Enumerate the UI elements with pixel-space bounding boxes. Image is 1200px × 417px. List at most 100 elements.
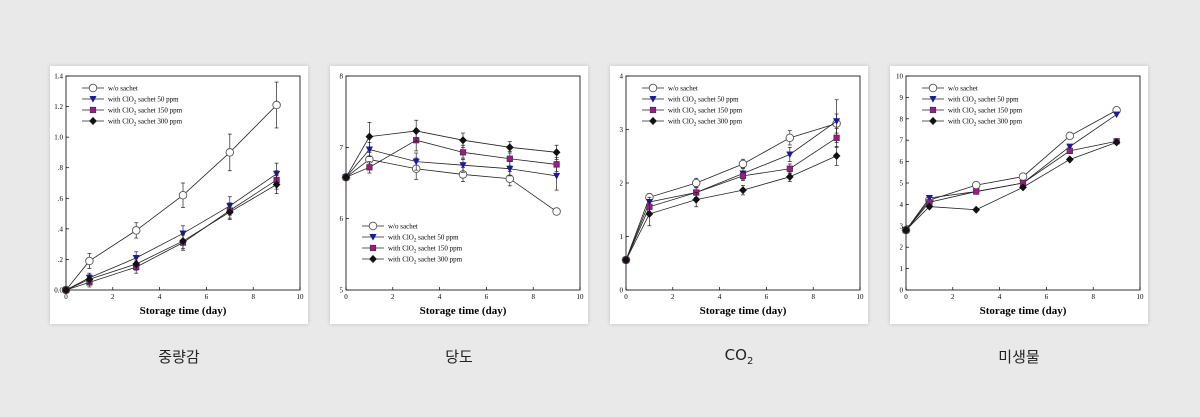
data-point [1018,172,1028,181]
x-tick-label: 6 [1045,293,1049,301]
data-point [738,159,748,169]
x-tick-label: 0 [904,293,908,301]
data-point [1112,138,1121,147]
x-tick-label: 0 [64,293,68,301]
series-line [905,140,1117,231]
legend-marker [369,254,377,264]
chart-card-weight-loss: 0 2 4 6 8 10 0.0 .2 .4 .6 .8 1.0 1.2 1.4 Storage time … [50,66,308,324]
x-tick-label: 4 [158,293,162,301]
y-tick-label: 0 [900,287,904,295]
legend-marker [649,96,657,103]
data-point [739,185,747,195]
legend-marker [929,96,937,103]
y-tick-label: 3 [620,126,624,134]
y-tick-label: 6 [900,158,904,166]
legend-marker [649,106,657,114]
legend-label: w/o sachet [388,223,418,231]
series-line [905,114,1117,231]
data-point [832,151,841,161]
legend-label: w/o sachet [668,85,698,93]
data-point [179,236,187,246]
data-point [225,148,235,157]
data-point [459,149,467,156]
data-point [552,148,561,157]
legend-marker [929,106,937,114]
series-line [905,141,1117,231]
legend-marker [369,234,377,241]
legend-label: with ClO2 sachet 300 ppm [668,118,743,128]
x-tick-label: 8 [1091,293,1095,301]
data-point [691,178,701,188]
chart-card-microbe: 0 2 4 6 8 10 0 1 2 3 4 5 6 7 8 9 10 Storage time (day) w/o… [890,66,1148,324]
data-point [506,155,513,162]
series-line [345,139,557,178]
x-axis-label: Storage time (day) [420,305,507,317]
data-point [786,151,794,159]
data-point [973,188,980,195]
data-point [645,209,654,219]
data-point [925,195,934,202]
data-point [412,158,420,166]
y-tick-label: 5 [340,287,344,295]
y-tick-label: 1.2 [54,103,63,111]
series-line [65,179,277,291]
chart-co2: 0 2 4 6 8 10 0 1 2 3 4 Storage time (day) w/o sachet… [620,73,865,318]
x-tick-label: 2 [111,293,115,301]
x-tick-label: 10 [297,293,305,301]
caption-text: 미생물 [998,348,1040,366]
y-tick-label: 5 [900,180,904,188]
legend-marker [368,221,378,231]
y-tick-label: 2 [900,244,904,252]
x-tick-label: 4 [718,293,722,301]
x-axis-label: Storage time (day) [980,305,1067,317]
x-tick-label: 4 [998,293,1002,301]
caption-weight-loss: 중량감 [50,346,308,369]
x-tick-label: 0 [344,293,348,301]
caption-text: 당도 [445,348,473,366]
series-line [625,120,837,261]
x-axis-label: Storage time (day) [700,305,787,317]
x-tick-label: 2 [391,293,395,301]
plot-frame [625,75,861,291]
legend-marker [89,96,97,103]
y-tick-label: 6 [340,215,344,223]
x-tick-label: 8 [811,293,815,301]
caption-subscript: 2 [746,356,754,367]
legend-marker [369,244,377,252]
caption-co2: CO2 [610,346,868,367]
x-tick-label: 0 [624,293,628,301]
x-tick-label: 6 [765,293,769,301]
data-point [342,173,350,182]
y-tick-label: .8 [58,164,64,172]
data-point [225,207,234,217]
x-tick-label: 4 [438,293,442,301]
y-tick-label: 1.4 [54,73,63,81]
x-tick-label: 2 [951,293,955,301]
x-tick-label: 10 [577,293,585,301]
legend-marker [928,83,938,93]
data-point [552,172,561,180]
chart-card-sugar: 0 2 4 6 8 10 5 6 7 8 Storage time (day) w/o sachet w… [330,66,588,324]
caption-text: CO [724,346,747,364]
data-point [505,143,514,152]
y-tick-label: 8 [900,115,904,123]
data-point [692,195,701,204]
chart-weight-loss: 0 2 4 6 8 10 0.0 .2 .4 .6 .8 1.0 1.2 1.4 Storage time … [54,73,305,318]
data-point [971,180,981,190]
caption-text: 중량감 [158,348,200,366]
x-tick-label: 8 [531,293,535,301]
caption-sugar: 당도 [330,346,588,369]
y-tick-label: 7 [340,144,344,152]
y-tick-label: 1 [620,233,624,241]
data-point [272,180,281,189]
data-point [785,133,795,143]
data-point [1065,131,1075,141]
data-point [785,172,794,181]
legend-marker [648,83,658,93]
x-tick-label: 10 [857,293,865,301]
legend-label: with ClO2 sachet 150 ppm [388,245,463,255]
y-tick-label: 0.0 [54,287,63,295]
data-point [85,256,94,266]
data-point [459,162,467,169]
